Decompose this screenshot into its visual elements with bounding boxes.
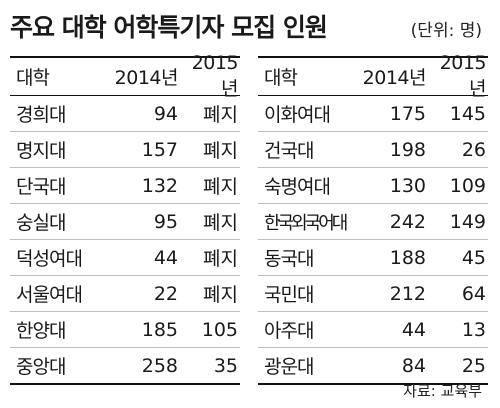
source-note: 자료: 교육부 <box>403 382 482 400</box>
cell-2015: 폐지 <box>203 212 238 234</box>
cell-school: 한국외국어대 <box>264 212 348 234</box>
cell-2015: 폐지 <box>203 284 238 306</box>
table-row: 국민대 212 64 <box>258 276 488 312</box>
cell-2014: 242 <box>389 210 426 233</box>
cell-2014: 185 <box>141 318 178 341</box>
cell-2014: 44 <box>401 318 426 341</box>
cell-school: 아주대 <box>264 320 314 342</box>
cell-school: 덕성여대 <box>16 248 83 270</box>
cell-2014: 84 <box>401 354 426 377</box>
cell-2014: 94 <box>153 102 178 125</box>
table-row: 서울여대 22 폐지 <box>10 276 240 312</box>
cell-2014: 132 <box>141 174 178 197</box>
cell-2015: 13 <box>461 318 486 341</box>
cell-2014: 157 <box>141 138 178 161</box>
cell-2015: 26 <box>461 138 486 161</box>
table-row: 경희대 94 폐지 <box>10 96 240 132</box>
cell-school: 국민대 <box>264 284 314 306</box>
header-2015: 2015년 <box>191 52 239 100</box>
cell-school: 단국대 <box>16 176 66 198</box>
cell-2015: 25 <box>461 354 486 377</box>
table-header: 대학 2014년 2015년 <box>10 52 240 100</box>
table-row: 단국대 132 폐지 <box>10 168 240 204</box>
cell-2015: 145 <box>449 102 486 125</box>
cell-school: 명지대 <box>16 140 66 162</box>
left-table: 대학 2014년 2015년 경희대 94 폐지 명지대 157 폐지 단국대 … <box>10 52 240 385</box>
cell-2015: 폐지 <box>203 104 238 126</box>
cell-school: 동국대 <box>264 248 314 270</box>
cell-school: 이화여대 <box>264 104 331 126</box>
cell-2014: 198 <box>389 138 426 161</box>
cell-school: 경희대 <box>16 104 66 126</box>
cell-school: 광운대 <box>264 356 314 378</box>
table-row: 명지대 157 폐지 <box>10 132 240 168</box>
table-row: 건국대 198 26 <box>258 132 488 168</box>
cell-2014: 95 <box>153 210 178 233</box>
cell-2015: 45 <box>461 246 486 269</box>
cell-2014: 44 <box>153 246 178 269</box>
header-2014: 2014년 <box>362 67 427 89</box>
page-title: 주요 대학 어학특기자 모집 인원 <box>10 13 328 42</box>
cell-school: 서울여대 <box>16 284 83 306</box>
table-row: 한국외국어대 242 149 <box>258 204 488 240</box>
cell-2014: 212 <box>389 282 426 305</box>
cell-school: 건국대 <box>264 140 314 162</box>
table-row: 숙명여대 130 109 <box>258 168 488 204</box>
cell-school: 한양대 <box>16 320 66 342</box>
table-row: 광운대 84 25 <box>258 348 488 383</box>
cell-2014: 22 <box>153 282 178 305</box>
right-table: 대학 2014년 2015년 이화여대 175 145 건국대 198 26 숙… <box>258 52 488 385</box>
cell-2014: 188 <box>389 246 426 269</box>
header-school: 대학 <box>16 67 50 89</box>
unit-label: (단위: 명) <box>410 21 482 41</box>
cell-2014: 258 <box>141 354 178 377</box>
header-2014: 2014년 <box>114 67 179 89</box>
cell-2015: 폐지 <box>203 176 238 198</box>
cell-2014: 175 <box>389 102 426 125</box>
table-header: 대학 2014년 2015년 <box>258 52 488 100</box>
table-row: 덕성여대 44 폐지 <box>10 240 240 276</box>
cell-2015: 폐지 <box>203 248 238 270</box>
cell-2015: 105 <box>201 318 238 341</box>
table-row: 숭실대 95 폐지 <box>10 204 240 240</box>
table-row: 한양대 185 105 <box>10 312 240 348</box>
cell-2014: 130 <box>389 174 426 197</box>
table-row: 이화여대 175 145 <box>258 96 488 132</box>
header-2015: 2015년 <box>439 52 487 100</box>
cell-school: 숙명여대 <box>264 176 331 198</box>
header-school: 대학 <box>264 67 298 89</box>
cell-school: 숭실대 <box>16 212 66 234</box>
table-row: 중앙대 258 35 <box>10 348 240 383</box>
table-row: 동국대 188 45 <box>258 240 488 276</box>
cell-2015: 149 <box>449 210 486 233</box>
cell-2015: 폐지 <box>203 140 238 162</box>
cell-school: 중앙대 <box>16 356 66 378</box>
cell-2015: 35 <box>213 354 238 377</box>
cell-2015: 109 <box>449 174 486 197</box>
cell-2015: 64 <box>461 282 486 305</box>
table-row: 아주대 44 13 <box>258 312 488 348</box>
